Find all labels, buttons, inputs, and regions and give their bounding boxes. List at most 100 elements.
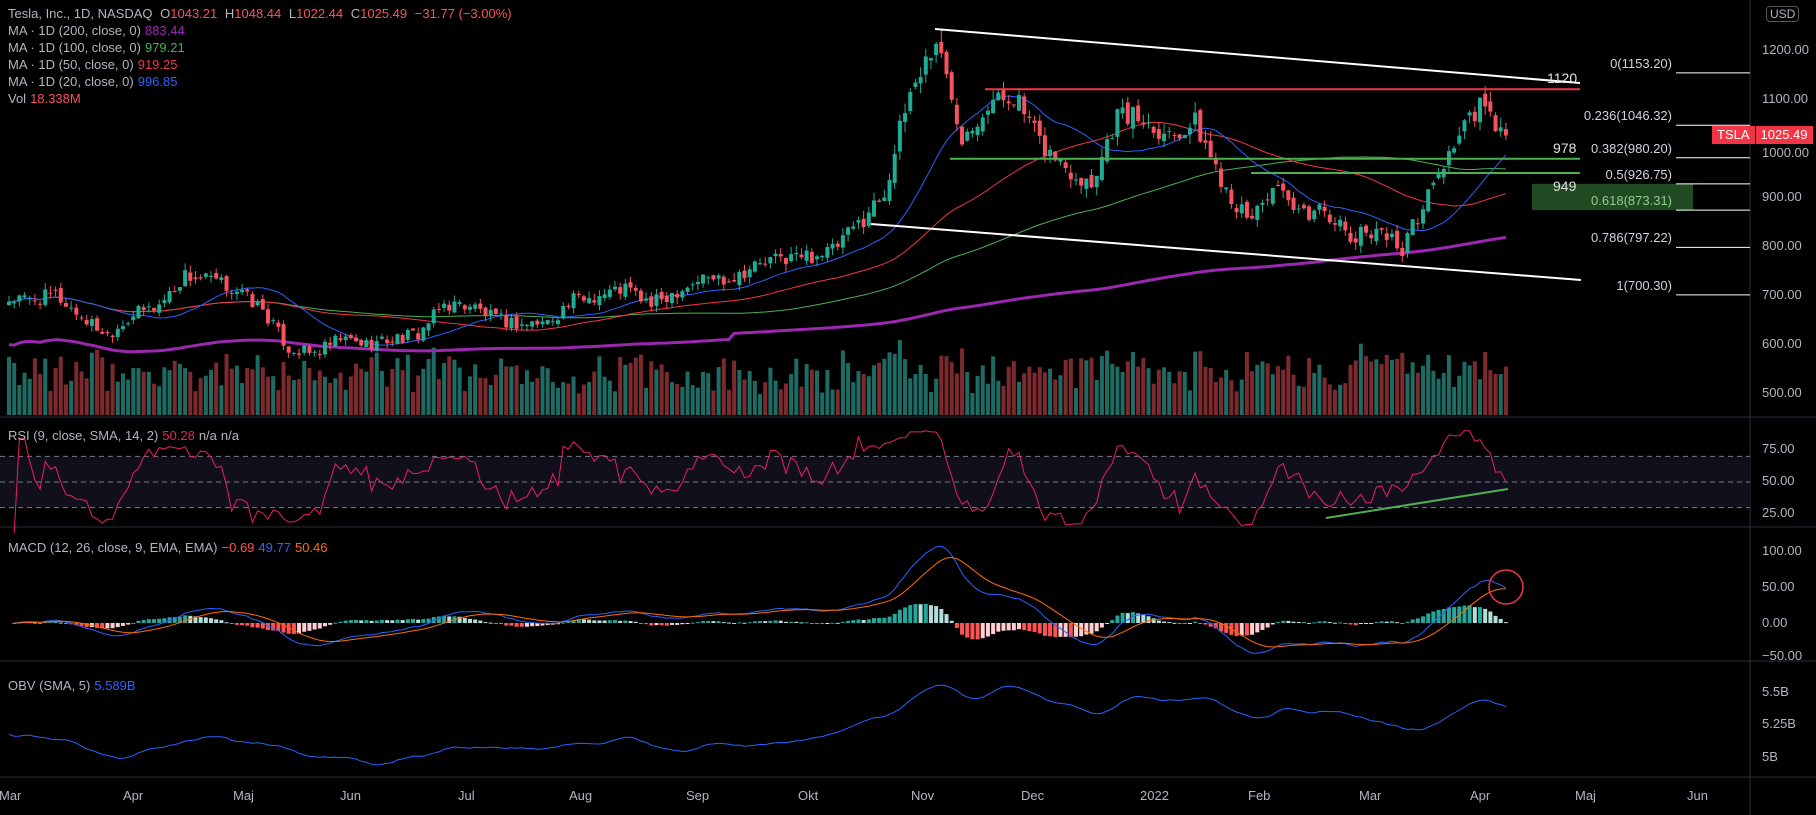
macd-histogram-bar	[752, 621, 757, 623]
volume-bar	[374, 352, 379, 415]
macd-histogram-bar	[597, 620, 602, 623]
volume-bar	[675, 384, 680, 415]
volume-bar	[846, 363, 851, 415]
volume-bar	[851, 382, 856, 415]
volume-bar	[322, 376, 327, 415]
volume-bar	[245, 367, 250, 415]
ma50-label: MA · 1D (50, close, 0)	[8, 57, 134, 72]
volume-bar	[338, 372, 343, 415]
ma200-legend[interactable]: MA · 1D (200, close, 0) 883.44	[8, 22, 516, 39]
candle-body	[866, 212, 871, 227]
volume-bar	[271, 376, 276, 415]
ma20-legend[interactable]: MA · 1D (20, close, 0) 996.85	[8, 73, 516, 90]
macd-histogram-bar	[1338, 622, 1343, 624]
volume-bar	[602, 376, 607, 415]
obv-tick-label: 5.25B	[1762, 716, 1796, 731]
macd-histogram-bar	[245, 623, 250, 626]
macd-histogram-bar	[618, 620, 623, 623]
volume-bar	[861, 373, 866, 415]
candle-body	[1467, 112, 1472, 116]
macd-histogram-bar	[820, 623, 825, 625]
volume-bar	[333, 378, 338, 415]
candle-body	[1172, 134, 1177, 136]
candle-body	[675, 294, 680, 298]
macd-histogram-bar	[1105, 623, 1110, 624]
rsi-legend[interactable]: RSI (9, close, SMA, 14, 2) 50.28 n/a n/a	[8, 427, 243, 444]
macd-histogram-bar	[1395, 622, 1400, 624]
volume-bar	[509, 366, 514, 415]
candle-body	[63, 303, 68, 307]
candle-body	[985, 110, 990, 115]
volume-bar	[1151, 383, 1156, 415]
time-tick-label: Nov	[911, 788, 935, 803]
currency-badge[interactable]: USD	[1766, 6, 1800, 22]
fib-level-label: 1(700.30)	[1616, 277, 1672, 293]
candle-body	[561, 306, 566, 319]
volume-bar	[281, 362, 286, 415]
ma100-value: 979.21	[144, 40, 185, 55]
obv-legend[interactable]: OBV (SMA, 5) 5.589B	[8, 677, 140, 694]
candle-body	[53, 289, 58, 291]
volume-bar	[1213, 381, 1218, 415]
macd-histogram-bar	[1478, 607, 1482, 623]
volume-legend[interactable]: Vol 18.338M	[8, 90, 516, 107]
macd-histogram-bar	[1379, 621, 1384, 623]
candle-body	[960, 126, 965, 145]
time-tick-label: Sep	[686, 788, 710, 803]
macd-legend[interactable]: MACD (12, 26, close, 9, EMA, EMA) −0.69 49…	[8, 539, 332, 556]
volume-bar	[1384, 354, 1389, 415]
volume-bar	[1452, 386, 1457, 415]
price-tick-label: 600.00	[1762, 336, 1802, 351]
macd-histogram-bar	[908, 605, 913, 623]
volume-bar	[830, 389, 835, 415]
high-label: H	[224, 6, 235, 21]
low-value: 1022.44	[296, 6, 344, 21]
volume-bar	[260, 367, 265, 415]
ma50-legend[interactable]: MA · 1D (50, close, 0) 919.25	[8, 56, 516, 73]
macd-histogram-bar	[307, 623, 312, 631]
macd-histogram-bar	[871, 618, 876, 623]
candle-body	[136, 305, 141, 319]
macd-histogram-bar	[79, 623, 84, 627]
volume-bar	[970, 393, 975, 415]
macd-histogram-bar	[115, 623, 120, 628]
volume-bar	[1503, 366, 1508, 415]
candle-body	[928, 58, 933, 61]
volume-bar	[198, 378, 203, 415]
volume-bar	[369, 357, 374, 415]
volume-bar	[120, 373, 125, 415]
volume-bar	[628, 362, 633, 415]
fib-level-label: 0.382(980.20)	[1591, 140, 1672, 156]
macd-histogram-bar	[1187, 623, 1192, 624]
volume-bar	[209, 369, 214, 415]
candle-body	[877, 200, 882, 202]
macd-histogram-bar	[721, 622, 726, 624]
macd-histogram-bar	[390, 620, 395, 623]
macd-histogram-bar	[628, 620, 633, 623]
volume-bar	[545, 368, 550, 415]
volume-bar	[63, 384, 68, 415]
volume-bar	[633, 357, 638, 415]
candle-body	[804, 250, 809, 261]
ma100-legend[interactable]: MA · 1D (100, close, 0) 979.21	[8, 39, 516, 56]
volume-bar	[457, 367, 462, 415]
volume-bar	[1317, 364, 1322, 415]
candle-body	[1162, 133, 1167, 142]
volume-bar	[22, 372, 27, 415]
volume-bar	[79, 371, 84, 415]
time-tick-label: Maj	[233, 788, 254, 803]
macd-histogram-bar	[1042, 623, 1047, 636]
volume-bar	[1022, 373, 1027, 415]
candle-body	[234, 291, 239, 295]
candle-body	[939, 41, 944, 54]
candle-body	[1270, 187, 1275, 204]
candle-body	[224, 276, 229, 291]
macd-histogram-bar	[825, 623, 830, 624]
volume-bar	[177, 363, 182, 415]
volume-bar	[783, 383, 788, 415]
candle-body	[1193, 112, 1198, 125]
volume-bar	[913, 373, 918, 415]
volume-bar	[276, 390, 281, 415]
time-tick-label: Apr	[1470, 788, 1491, 803]
